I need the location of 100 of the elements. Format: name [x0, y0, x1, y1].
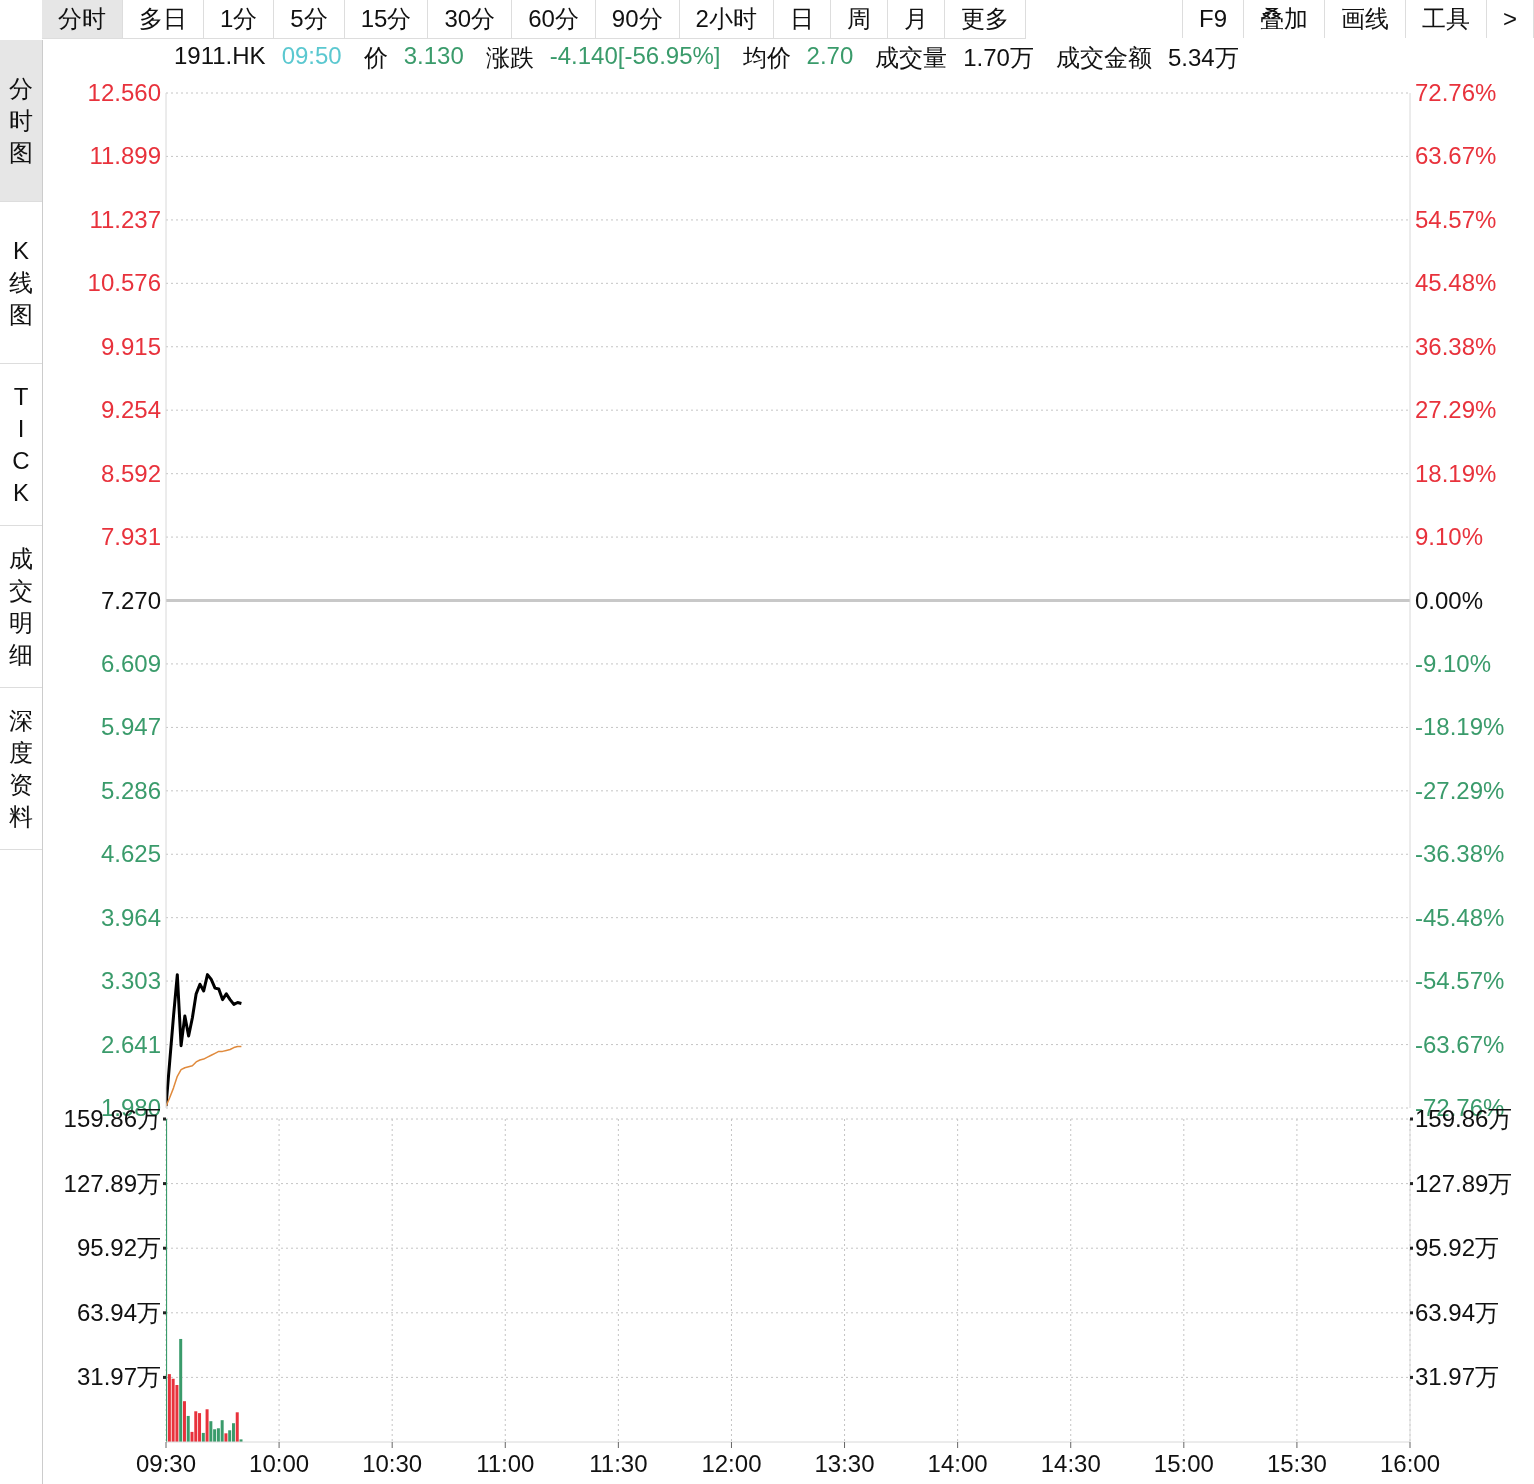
y2-tick-label: 36.38%: [1415, 332, 1497, 360]
bar: [171, 1378, 175, 1442]
y-tick-label: 8.592: [100, 459, 161, 487]
bar: [194, 1411, 198, 1442]
x-tick-label: 10:30: [362, 1450, 423, 1477]
y2-tick-label: 31.97万: [1415, 1363, 1500, 1391]
bar: [205, 1409, 209, 1442]
text: 分时: [42, 0, 123, 38]
text: 分时图: [9, 73, 33, 168]
y2-tick-label: 127.89万: [1415, 1169, 1513, 1197]
x-tick-label: 16:00: [1379, 1450, 1441, 1477]
text: 工具: [1405, 0, 1487, 38]
text: 5.34万: [1167, 43, 1239, 73]
text: 2小时: [679, 0, 774, 38]
y-tick-label: 12.560: [87, 79, 161, 106]
y2-tick-label: 9.10%: [1415, 523, 1484, 551]
bar: [198, 1413, 202, 1442]
bar: [186, 1415, 190, 1442]
text: TICK: [12, 381, 30, 508]
text: 60分: [512, 0, 596, 38]
line-series: [166, 973, 243, 1108]
text: 日: [773, 0, 831, 38]
y2-tick-label: -36.38%: [1415, 840, 1505, 868]
y-tick-label: 7.270: [100, 586, 161, 614]
y-tick-label: 7.931: [100, 523, 161, 551]
y-tick-label: 127.89万: [63, 1169, 161, 1197]
y-tick-label: 11.899: [89, 142, 161, 170]
text: 深度资料: [9, 705, 33, 832]
text: K线图: [9, 235, 33, 330]
x-tick-label: 10:00: [249, 1450, 310, 1477]
y2-tick-label: 63.67%: [1415, 142, 1497, 170]
text: 涨跌: [485, 43, 534, 73]
text: F9: [1182, 0, 1244, 38]
text: 90分: [595, 0, 680, 38]
text: 成交明细: [9, 543, 33, 670]
text: 价: [363, 43, 388, 73]
y2-tick-label: 54.57%: [1415, 205, 1497, 233]
text: 3.130: [403, 42, 464, 71]
x-tick-label: 15:30: [1266, 1450, 1327, 1477]
text: 09:50: [281, 42, 342, 71]
y2-tick-label: 95.92万: [1415, 1234, 1500, 1262]
y2-tick-label: 18.19%: [1415, 459, 1497, 487]
text: 多日: [123, 0, 204, 38]
text: >: [1486, 0, 1534, 38]
x-tick-label: 12:00: [701, 1450, 762, 1477]
text: 1.70万: [963, 43, 1034, 73]
text: 1分: [204, 0, 275, 38]
y2-tick-label: -27.29%: [1415, 776, 1505, 804]
y-tick-label: 63.94万: [76, 1298, 161, 1326]
text: 5分: [274, 0, 345, 38]
y-tick-label: 95.92万: [76, 1234, 161, 1262]
text: 成交金额: [1055, 43, 1152, 73]
y2-tick-label: 63.94万: [1415, 1298, 1500, 1326]
bar: [235, 1412, 239, 1442]
y2-tick-label: -9.10%: [1415, 649, 1492, 677]
y2-tick-label: -18.19%: [1415, 713, 1505, 741]
text: 叠加: [1243, 0, 1325, 38]
text: 1911.HK: [174, 42, 266, 71]
bar: [167, 1374, 171, 1442]
y-tick-label: 2.641: [100, 1030, 161, 1058]
text: 30分: [428, 0, 513, 38]
x-tick-label: 11:30: [589, 1450, 648, 1477]
y2-tick-label: -54.57%: [1415, 967, 1505, 995]
y-tick-label: 11.237: [89, 205, 161, 233]
bar: [220, 1420, 224, 1442]
y2-tick-label: 72.76%: [1415, 79, 1497, 106]
x-tick-label: 15:00: [1153, 1450, 1214, 1477]
y-tick-label: 9.915: [100, 332, 161, 360]
y-tick-label: 4.625: [100, 840, 161, 868]
text: 均价: [742, 43, 791, 73]
text: 更多: [944, 0, 1026, 38]
y-tick-label: 3.964: [100, 903, 161, 931]
text: 15分: [344, 0, 429, 38]
x-tick-label: 14:00: [927, 1450, 988, 1477]
text: 2.70: [806, 42, 854, 71]
text: 周: [830, 0, 888, 38]
y-tick-label: 9.254: [100, 396, 161, 424]
y-tick-label: 10.576: [87, 269, 161, 297]
text: 月: [887, 0, 945, 38]
y2-tick-label: -63.67%: [1415, 1030, 1505, 1058]
x-tick-label: 09:30: [135, 1450, 197, 1477]
bar: [179, 1338, 183, 1442]
text: 成交量: [875, 43, 948, 73]
y2-tick-label: 0.00%: [1415, 586, 1484, 614]
bar: [182, 1401, 186, 1442]
x-tick-label: 14:30: [1040, 1450, 1101, 1477]
y-tick-label: 31.97万: [76, 1363, 161, 1391]
line-series: [166, 1045, 243, 1107]
bar: [209, 1421, 213, 1442]
bar: [224, 1433, 228, 1442]
y-tick-label: 5.286: [100, 776, 161, 804]
x-tick-label: 13:30: [814, 1450, 875, 1477]
y-tick-label: 3.303: [100, 967, 161, 995]
text: -4.140[-56.95%]: [549, 42, 721, 71]
y2-tick-label: 45.48%: [1415, 269, 1497, 297]
y-tick-label: 5.947: [100, 713, 161, 741]
y2-tick-label: 27.29%: [1415, 396, 1497, 424]
y-tick-label: 6.609: [100, 649, 161, 677]
bar: [231, 1423, 235, 1442]
text: 画线: [1324, 0, 1406, 38]
